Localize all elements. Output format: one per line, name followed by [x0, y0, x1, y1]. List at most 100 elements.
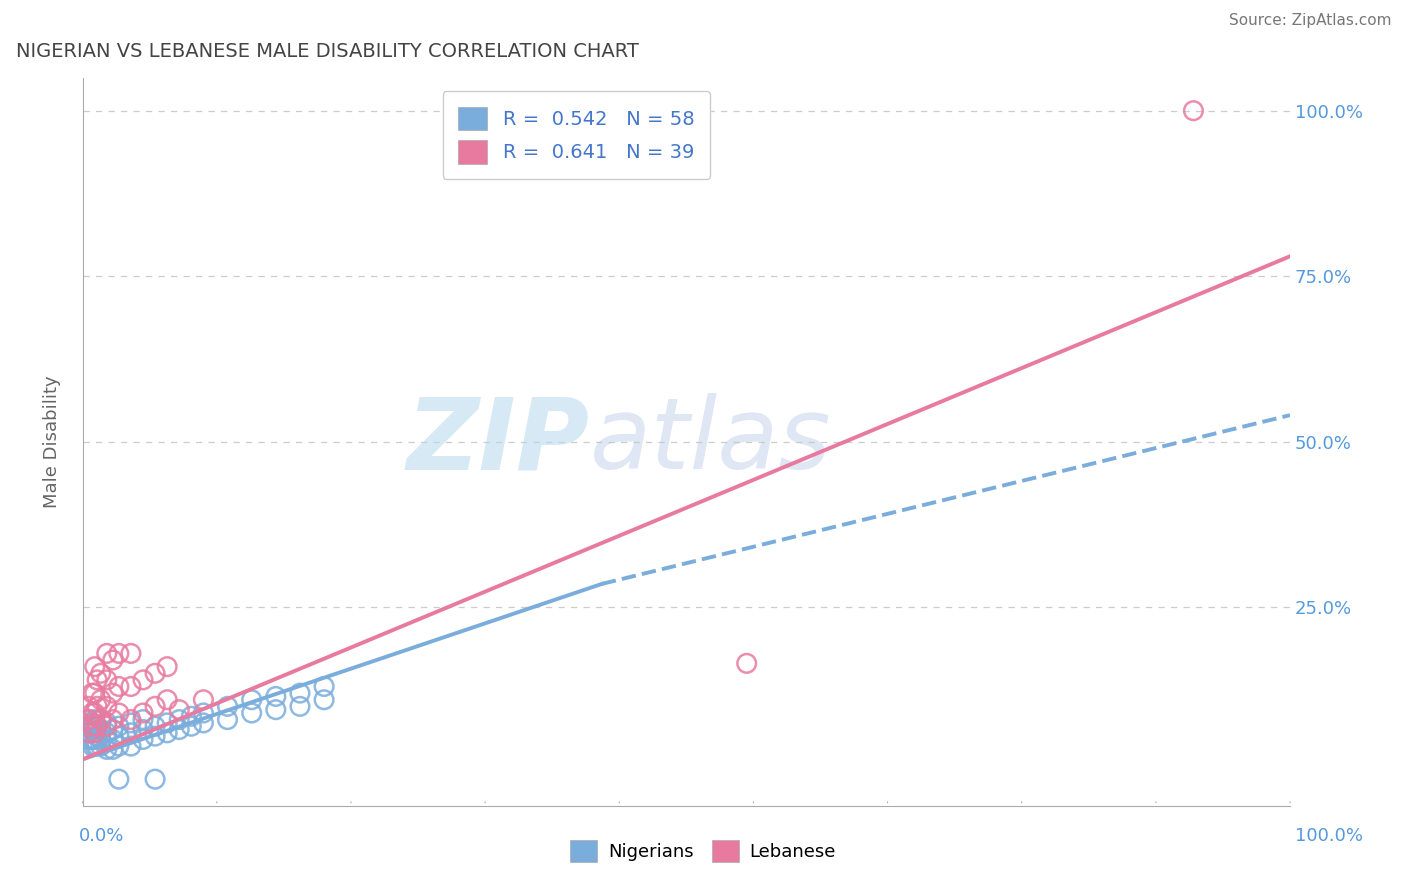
Point	[101, 686, 124, 700]
Point	[264, 703, 287, 717]
Text: Source: ZipAtlas.com: Source: ZipAtlas.com	[1229, 13, 1392, 29]
Point	[120, 726, 142, 740]
Point	[82, 686, 104, 700]
Point	[77, 726, 100, 740]
Point	[82, 732, 104, 747]
Point	[132, 713, 155, 727]
Point	[83, 706, 105, 720]
Point	[288, 699, 311, 714]
Point	[193, 715, 215, 730]
Point	[77, 713, 100, 727]
Text: 0.0%: 0.0%	[79, 827, 124, 845]
Point	[77, 719, 100, 733]
Point	[77, 732, 100, 747]
Point	[96, 715, 118, 730]
Point	[83, 686, 105, 700]
Point	[86, 699, 108, 714]
Point	[108, 772, 131, 787]
Point	[143, 729, 166, 743]
Point	[735, 657, 758, 671]
Point	[101, 732, 124, 747]
Point	[156, 715, 179, 730]
Point	[120, 715, 142, 730]
Point	[86, 739, 108, 753]
Point	[101, 723, 124, 737]
Point	[108, 719, 131, 733]
Point	[314, 680, 336, 694]
Point	[101, 742, 124, 756]
Legend: R =  0.542   N = 58, R =  0.641   N = 39: R = 0.542 N = 58, R = 0.641 N = 39	[443, 91, 710, 179]
Point	[83, 719, 105, 733]
Point	[90, 739, 112, 753]
Point	[264, 690, 287, 704]
Point	[132, 706, 155, 720]
Text: 100.0%: 100.0%	[1295, 827, 1362, 845]
Point	[90, 732, 112, 747]
Point	[193, 706, 215, 720]
Point	[143, 699, 166, 714]
Point	[143, 666, 166, 681]
Point	[96, 719, 118, 733]
Text: atlas: atlas	[589, 393, 831, 490]
Point	[132, 723, 155, 737]
Point	[77, 699, 100, 714]
Point	[108, 729, 131, 743]
Point	[108, 739, 131, 753]
Point	[193, 692, 215, 706]
Legend: Nigerians, Lebanese: Nigerians, Lebanese	[562, 833, 844, 870]
Point	[83, 739, 105, 753]
Point	[1182, 103, 1205, 118]
Point	[82, 723, 104, 737]
Point	[96, 732, 118, 747]
Point	[143, 772, 166, 787]
Point	[90, 692, 112, 706]
Point	[82, 715, 104, 730]
Point	[96, 699, 118, 714]
Point	[90, 666, 112, 681]
Point	[83, 726, 105, 740]
Point	[167, 723, 190, 737]
Point	[240, 692, 263, 706]
Point	[217, 713, 239, 727]
Point	[132, 732, 155, 747]
Point	[77, 726, 100, 740]
Point	[120, 680, 142, 694]
Point	[86, 729, 108, 743]
Point	[120, 713, 142, 727]
Text: ZIP: ZIP	[406, 393, 589, 490]
Point	[156, 659, 179, 673]
Point	[314, 692, 336, 706]
Point	[90, 713, 112, 727]
Point	[86, 719, 108, 733]
Point	[82, 739, 104, 753]
Point	[77, 713, 100, 727]
Point	[83, 659, 105, 673]
Point	[96, 647, 118, 661]
Point	[90, 713, 112, 727]
Point	[83, 713, 105, 727]
Point	[120, 647, 142, 661]
Point	[83, 732, 105, 747]
Point	[132, 673, 155, 687]
Point	[217, 699, 239, 714]
Point	[240, 706, 263, 720]
Point	[108, 647, 131, 661]
Point	[101, 713, 124, 727]
Point	[108, 680, 131, 694]
Point	[96, 673, 118, 687]
Point	[156, 692, 179, 706]
Point	[83, 726, 105, 740]
Y-axis label: Male Disability: Male Disability	[44, 376, 60, 508]
Point	[101, 653, 124, 667]
Point	[143, 719, 166, 733]
Point	[86, 673, 108, 687]
Point	[96, 742, 118, 756]
Point	[180, 719, 202, 733]
Point	[82, 706, 104, 720]
Point	[82, 719, 104, 733]
Point	[86, 719, 108, 733]
Text: NIGERIAN VS LEBANESE MALE DISABILITY CORRELATION CHART: NIGERIAN VS LEBANESE MALE DISABILITY COR…	[17, 42, 640, 61]
Point	[96, 726, 118, 740]
Point	[288, 686, 311, 700]
Point	[108, 706, 131, 720]
